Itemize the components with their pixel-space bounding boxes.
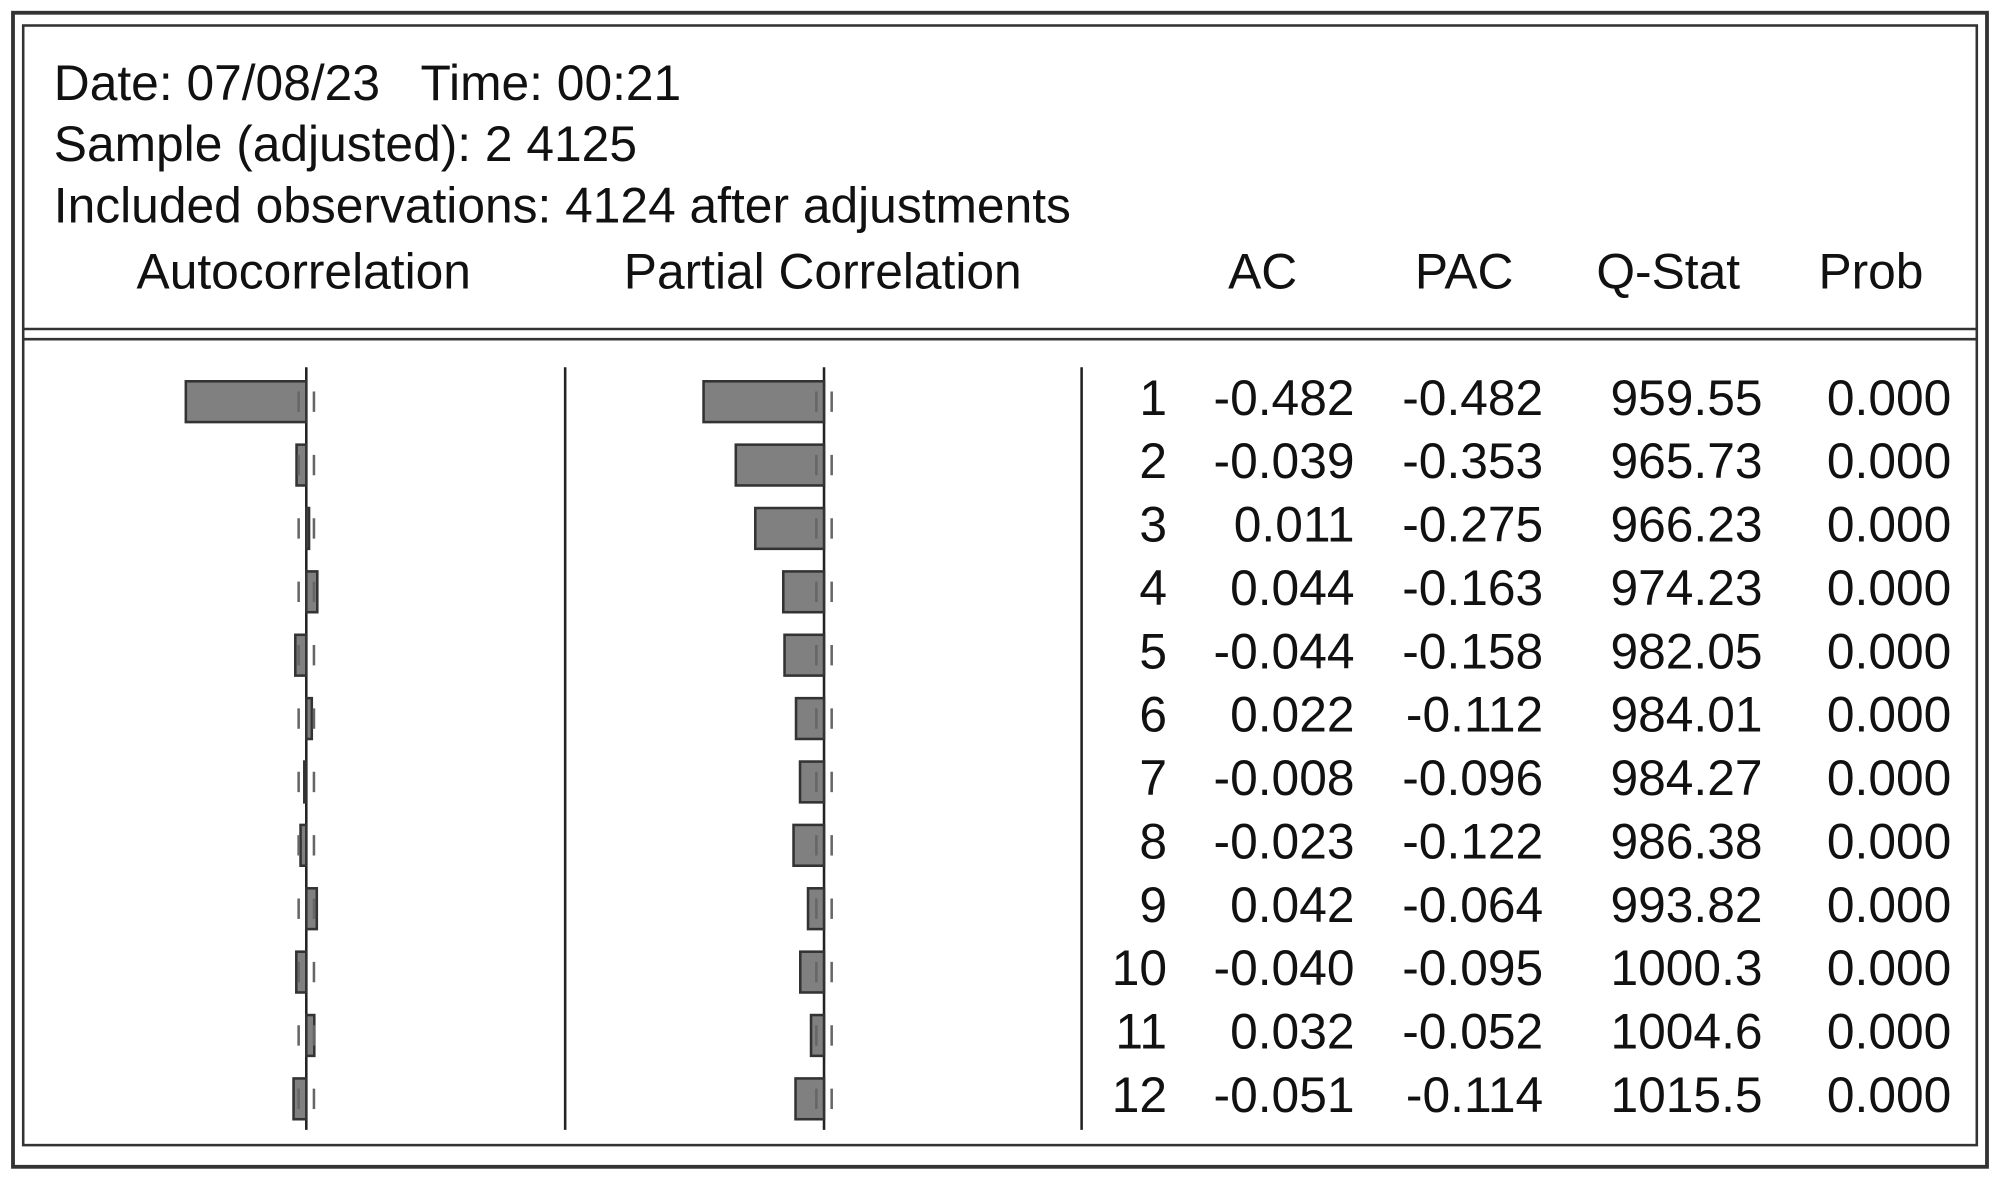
ac-bar: [295, 950, 308, 994]
lag: 9: [1139, 877, 1167, 933]
cell: 0.000: [1827, 813, 1951, 869]
column-header: Prob: [1818, 244, 1923, 300]
cell: 965.73: [1610, 433, 1762, 489]
cell: 0.011: [1234, 497, 1355, 553]
ac-bar: [305, 887, 319, 931]
cell: 1004.6: [1610, 1004, 1762, 1060]
cell: 0.044: [1230, 560, 1354, 616]
cell: -0.008: [1214, 750, 1355, 806]
pac-bar: [794, 1077, 826, 1121]
lag: 5: [1139, 623, 1167, 679]
ac-bar: [305, 696, 314, 741]
cell: 0.000: [1827, 370, 1951, 426]
cell: -0.122: [1402, 813, 1543, 869]
pac-bar: [799, 950, 826, 994]
ac-bar: [294, 633, 308, 677]
cell: 986.38: [1610, 813, 1762, 869]
cell: 974.23: [1610, 560, 1762, 616]
pac-bar: [792, 823, 826, 868]
cell: 984.01: [1610, 687, 1762, 743]
lag: 3: [1139, 497, 1167, 553]
lag: 4: [1139, 560, 1167, 616]
cell: 1000.3: [1610, 940, 1762, 996]
pac-bar: [734, 443, 826, 487]
column-header: Autocorrelation: [137, 244, 471, 300]
cell: 0.000: [1827, 687, 1951, 743]
cell: -0.112: [1406, 687, 1543, 743]
cell: -0.275: [1402, 497, 1543, 553]
cell: 0.000: [1827, 750, 1951, 806]
column-header: Q-Stat: [1596, 244, 1740, 300]
cell: 0.000: [1827, 623, 1951, 679]
outer-frame: [11, 10, 1989, 1169]
cell: -0.052: [1402, 1004, 1543, 1060]
cell: 0.000: [1827, 877, 1951, 933]
cell: -0.353: [1402, 433, 1543, 489]
cell: -0.044: [1214, 623, 1355, 679]
cell: 984.27: [1610, 750, 1762, 806]
ac-bar: [305, 506, 311, 551]
column-header: PAC: [1415, 244, 1514, 300]
cell: 959.55: [1610, 370, 1762, 426]
column-header: AC: [1228, 244, 1297, 300]
ac-bar: [292, 1077, 308, 1121]
cell: -0.158: [1402, 623, 1543, 679]
cell: 0.000: [1827, 940, 1951, 996]
cell: -0.064: [1402, 877, 1543, 933]
ac-bar: [305, 570, 319, 614]
lag: 11: [1115, 1004, 1167, 1060]
lag: 8: [1139, 813, 1167, 869]
cell: -0.482: [1402, 370, 1543, 426]
header-line: Sample (adjusted): 2 4125: [54, 116, 637, 172]
ac-bar: [303, 760, 308, 804]
lag: 1: [1139, 370, 1167, 426]
cell: 0.032: [1230, 1004, 1354, 1060]
cell: -0.023: [1214, 813, 1355, 869]
cell: -0.096: [1402, 750, 1543, 806]
cell: 993.82: [1610, 877, 1762, 933]
cell: 1015.5: [1610, 1067, 1762, 1123]
cell: 966.23: [1610, 497, 1762, 553]
cell: 0.000: [1827, 497, 1951, 553]
cell: 0.000: [1827, 433, 1951, 489]
lag: 7: [1139, 750, 1167, 806]
cell: 0.000: [1827, 1067, 1951, 1123]
pac-bar: [798, 760, 826, 804]
pac-bar: [782, 570, 826, 614]
lag: 10: [1112, 940, 1167, 996]
cell: 982.05: [1610, 623, 1762, 679]
header-line: Included observations: 4124 after adjust…: [54, 177, 1071, 233]
cell: -0.482: [1214, 370, 1355, 426]
cell: -0.163: [1402, 560, 1543, 616]
cell: -0.051: [1214, 1067, 1355, 1123]
lag: 6: [1139, 687, 1167, 743]
pac-bar: [702, 380, 826, 424]
column-header: Partial Correlation: [624, 244, 1022, 300]
cell: 0.000: [1827, 1004, 1951, 1060]
ac-bar: [295, 443, 308, 487]
cell: -0.114: [1406, 1067, 1543, 1123]
cell: 0.042: [1230, 877, 1354, 933]
cell: -0.095: [1402, 940, 1543, 996]
lag: 12: [1112, 1067, 1167, 1123]
header-line: Date: 07/08/23 Time: 00:21: [54, 55, 681, 111]
pac-bar: [754, 506, 826, 551]
ac-bar: [299, 823, 308, 868]
inner-frame: [21, 24, 1979, 1147]
cell: -0.040: [1214, 940, 1355, 996]
cell: 0.000: [1827, 560, 1951, 616]
pac-bar: [783, 633, 826, 677]
cell: -0.039: [1214, 433, 1355, 489]
lag: 2: [1139, 433, 1167, 489]
pac-bar: [794, 696, 826, 741]
cell: 0.022: [1230, 687, 1354, 743]
ac-bar: [184, 380, 308, 424]
